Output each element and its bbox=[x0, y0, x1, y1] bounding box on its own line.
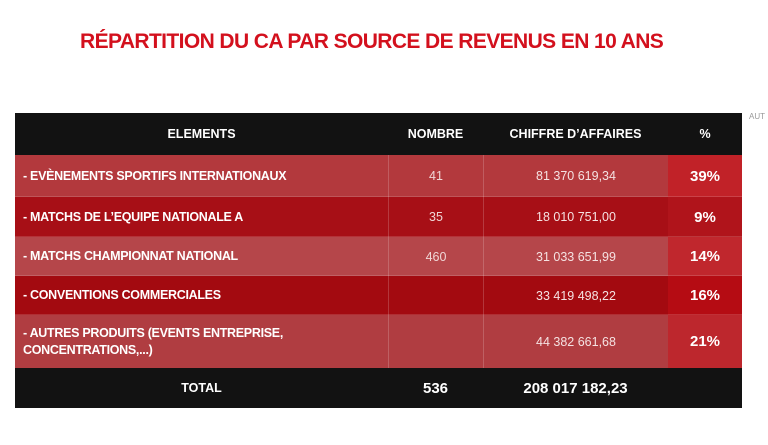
label-line: - EVÈNEMENTS SPORTIFS INTERNATIONAUX bbox=[23, 168, 287, 183]
row-divider bbox=[15, 236, 742, 237]
label-line: - MATCHS CHAMPIONNAT NATIONAL bbox=[23, 249, 238, 263]
count-cell: 35 bbox=[388, 197, 483, 237]
row-label: - MATCHS DE L’EQUIPE NATIONALE A bbox=[15, 197, 388, 237]
revenue-cell: 81 370 619,34 bbox=[483, 155, 668, 197]
count-cell: 41 bbox=[388, 155, 483, 197]
revenue-cell: 31 033 651,99 bbox=[483, 237, 668, 276]
slide-title: RÉPARTITION DU CA PAR SOURCE DE REVENUS … bbox=[80, 30, 664, 53]
count-cell bbox=[388, 276, 483, 315]
percent-cell: 16% bbox=[668, 276, 742, 315]
side-text: AUT bbox=[749, 112, 765, 121]
column-header: NOMBRE bbox=[407, 127, 464, 141]
total-label: TOTAL bbox=[181, 381, 222, 395]
count-cell bbox=[388, 315, 483, 368]
revenue-cell: 18 010 751,00 bbox=[483, 197, 668, 237]
table-row: - MATCHS DE L’EQUIPE NATIONALE A 35 18 010… bbox=[15, 197, 742, 237]
row-divider bbox=[15, 275, 742, 276]
table: ELEMENTS NOMBRE CHIFFRE D’AFFAIRES% - EVÈNE… bbox=[15, 113, 742, 408]
table-row: - CONVENTIONS COMMERCIALES 33 419 498,22 1… bbox=[15, 276, 742, 315]
label-line: - CONVENTIONS COMMERCIALES bbox=[23, 288, 221, 302]
total-count: 536 bbox=[422, 379, 449, 397]
total-revenue: 208 017 182,23 bbox=[523, 379, 628, 397]
revenue-cell: 44 382 661,68 bbox=[483, 315, 668, 368]
count-cell: 460 bbox=[388, 237, 483, 276]
row-label: - CONVENTIONS COMMERCIALES bbox=[15, 276, 388, 315]
percent-cell: 9% bbox=[668, 197, 742, 237]
header-row: ELEMENTS NOMBRE CHIFFRE D’AFFAIRES% bbox=[15, 113, 742, 155]
total-row: TOTAL 536 208 017 182,23 bbox=[15, 368, 742, 408]
label-line: - MATCHS DE L’EQUIPE NATIONALE A bbox=[23, 209, 244, 224]
row-divider bbox=[15, 314, 742, 315]
row-label: - EVÈNEMENTS SPORTIFS INTERNATIONAUX bbox=[15, 155, 388, 197]
row-label: - AUTRES PRODUITS (EVENTS ENTREPRISE, CON… bbox=[15, 315, 388, 368]
column-header: ELEMENTS bbox=[167, 127, 236, 141]
row-label: - MATCHS CHAMPIONNAT NATIONAL bbox=[15, 237, 388, 276]
revenue-cell: 33 419 498,22 bbox=[483, 276, 668, 315]
column-header: % bbox=[699, 127, 711, 141]
table-row: - AUTRES PRODUITS (EVENTS ENTREPRISE, CON… bbox=[15, 315, 742, 368]
percent-cell: 21% bbox=[668, 315, 742, 368]
label-line: CONCENTRATIONS,...) bbox=[23, 342, 153, 357]
label-line: - AUTRES PRODUITS (EVENTS ENTREPRISE, bbox=[23, 325, 283, 340]
percent-cell: 39% bbox=[668, 155, 742, 197]
table-row: - MATCHS CHAMPIONNAT NATIONAL 460 31 033 6… bbox=[15, 237, 742, 276]
table-row: - EVÈNEMENTS SPORTIFS INTERNATIONAUX 41 81… bbox=[15, 155, 742, 197]
column-header: CHIFFRE D’AFFAIRES bbox=[509, 127, 642, 141]
percent-cell: 14% bbox=[668, 237, 742, 276]
row-divider bbox=[15, 196, 742, 197]
